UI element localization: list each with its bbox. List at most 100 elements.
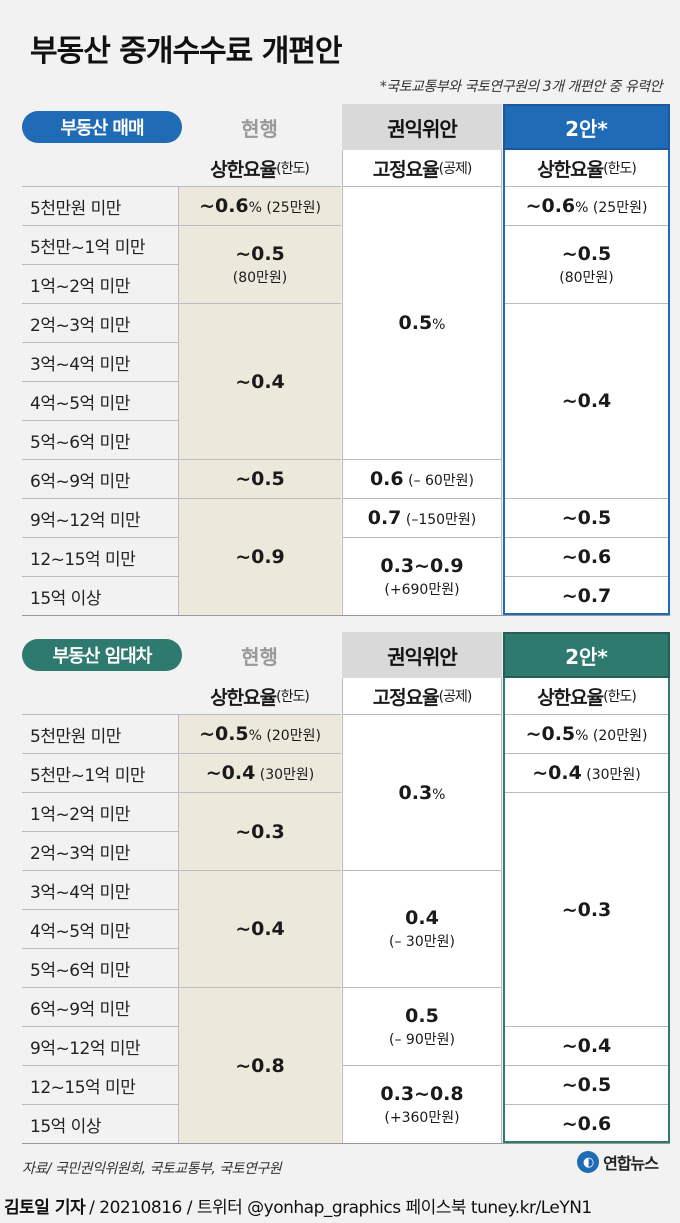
rent-plan-cell-value: ~0.4 bbox=[562, 1035, 612, 1057]
rent-acrc-cell-value: 0.5 bbox=[405, 1005, 439, 1027]
rent-sub-acrc: 고정요율 (공제) bbox=[342, 678, 502, 714]
rent-acrc-cell: 0.5 (– 90만원) bbox=[342, 987, 502, 1065]
sale-current-cell-value: ~0.5 bbox=[235, 243, 285, 265]
rent-row-label: 5천만~1억 미만 bbox=[22, 753, 178, 792]
rent-sub-plan: 상한요율 (한도) bbox=[503, 678, 670, 714]
rent-sub-current: 상한요율 (한도) bbox=[210, 686, 310, 709]
sale-plan-cell-rate: ~0.5 bbox=[561, 242, 612, 265]
sale-acrc-cell-value: 0.7 (–150만원) bbox=[368, 507, 477, 529]
rent-acrc-cell-note: (– 30만원) bbox=[389, 934, 455, 950]
footer-credit: 김토일 기자 / 20210816 / 트위터 @yonhap_graphics… bbox=[0, 1188, 680, 1223]
sale-row-label: 12~15억 미만 bbox=[22, 537, 178, 576]
rent-plan-cell-percent: % bbox=[575, 728, 589, 744]
rent-acrc-cell-rate: 0.4 bbox=[405, 907, 439, 929]
sale-section: 부동산 매매 현행 권익위안 2안* 상한요율 (한도) 고정요율 (공제) 상한요… bbox=[0, 104, 680, 616]
rent-acrc-cell-rate: 0.3~0.8 bbox=[380, 1082, 464, 1105]
rent-plan-cell-rate: ~0.3 bbox=[561, 898, 612, 921]
page-title: 부동산 중개수수료 개편안 bbox=[30, 34, 342, 69]
rent-plan-cell: ~0.3 bbox=[503, 792, 670, 1026]
sale-acrc-cell-note: (– 60만원) bbox=[403, 473, 475, 489]
rent-current-cell-value: ~0.3 bbox=[235, 821, 285, 843]
rent-plan-cell: ~0.5% (20만원) bbox=[503, 714, 670, 753]
rent-acrc-cell-value: 0.4 bbox=[405, 907, 439, 929]
sale-col-current-header: 현행 bbox=[241, 116, 278, 141]
sale-acrc-cell-value: 0.5% bbox=[399, 312, 446, 334]
rent-plan-cell: ~0.6 bbox=[503, 1104, 670, 1143]
rent-current-cell: ~0.3 bbox=[178, 792, 341, 870]
sale-row-label: 6억~9억 미만 bbox=[22, 459, 178, 498]
sale-plan-cell-value: ~0.6 bbox=[562, 546, 612, 568]
rent-current-cell: ~0.4 bbox=[178, 870, 341, 987]
rent-plan-cell-rate: ~0.4 bbox=[561, 1035, 612, 1057]
sale-col-plan-header: 2안* bbox=[503, 104, 670, 150]
rent-row-label: 2억~3억 미만 bbox=[22, 831, 178, 870]
rent-plan-cell-rate: ~0.4 bbox=[532, 762, 582, 784]
sale-plan-cell-value: ~0.5 bbox=[562, 507, 612, 529]
rent-plan-cell-value: ~0.6 bbox=[562, 1113, 612, 1135]
rent-acrc-cell-rate: 0.3 bbox=[398, 781, 433, 804]
footer-details: / 20210816 / 트위터 @yonhap_graphics 페이스북 t… bbox=[89, 1198, 592, 1218]
rent-row-label: 4억~5억 미만 bbox=[22, 909, 178, 948]
rent-table: 5천만원 미만 5천만~1억 미만 1억~2억 미만 2억~3억 미만 3억~4억 미만… bbox=[22, 678, 670, 1144]
sale-plan-cell: ~0.6% (25만원) bbox=[503, 186, 670, 225]
sale-acrc-cell: 0.7 (–150만원) bbox=[342, 498, 502, 537]
yonhap-logo: ◐ 연합뉴스 bbox=[577, 1150, 659, 1174]
rent-acrc-cell: 0.4 (– 30만원) bbox=[342, 870, 502, 987]
rent-row-label: 3억~4억 미만 bbox=[22, 870, 178, 909]
sale-current-cell-value: ~0.5 bbox=[235, 468, 285, 490]
rent-current-cell-value: ~0.4 (30만원) bbox=[206, 762, 315, 784]
sale-plan-cell-value: ~0.5 bbox=[562, 243, 612, 265]
sale-plan-cell: ~0.4 bbox=[503, 303, 670, 498]
sale-acrc-cell-value: 0.6 (– 60만원) bbox=[370, 468, 474, 490]
rent-row-label: 5천만원 미만 bbox=[22, 714, 178, 753]
rent-plan-cell-rate: ~0.5 bbox=[525, 723, 576, 745]
sale-row-label: 9억~12억 미만 bbox=[22, 498, 178, 537]
sale-row-label: 3억~4억 미만 bbox=[22, 342, 178, 381]
rent-current-cell-note: (20만원) bbox=[261, 728, 321, 744]
sale-plan-cell: ~0.7 bbox=[503, 576, 670, 615]
sale-row-label: 2억~3억 미만 bbox=[22, 303, 178, 342]
sale-plan-cell: ~0.5 (80만원) bbox=[503, 225, 670, 303]
sale-current-cell: ~0.4 bbox=[178, 303, 341, 459]
rent-plan-cell-rate: ~0.6 bbox=[561, 1113, 612, 1135]
sale-current-cell-rate: ~0.5 bbox=[235, 468, 285, 490]
rent-plan-cell-value: ~0.4 (30만원) bbox=[532, 762, 641, 784]
rent-row-label: 9억~12억 미만 bbox=[22, 1026, 178, 1065]
sale-acrc-cell-rate: 0.7 bbox=[367, 507, 402, 529]
sale-current-cell-note: (80만원) bbox=[232, 269, 288, 286]
rent-col-acrc-header: 권익위안 bbox=[342, 632, 502, 678]
rent-current-cell-value: ~0.4 bbox=[235, 918, 285, 940]
rent-acrc-cell-note: (– 90만원) bbox=[389, 1031, 455, 1048]
rent-plan-cell: ~0.5 bbox=[503, 1065, 670, 1104]
rent-row-label: 5억~6억 미만 bbox=[22, 948, 178, 987]
rent-row-label: 12~15억 미만 bbox=[22, 1065, 178, 1104]
sale-current-cell-rate: ~0.5 bbox=[235, 242, 285, 265]
rent-table-bottom-line bbox=[22, 1143, 670, 1144]
sale-plan-cell-note: (80만원) bbox=[559, 269, 614, 286]
rent-plan-cell-rate: ~0.5 bbox=[561, 1074, 612, 1096]
source-note: 자료/ 국민권익위원회, 국토교통부, 국토연구원 bbox=[22, 1161, 282, 1177]
sale-current-cell: ~0.5 bbox=[178, 459, 341, 498]
sale-plan-cell-value: ~0.7 bbox=[562, 585, 612, 607]
sale-table: 5천만원 미만 5천만~1억 미만 1억~2억 미만 2억~3억 미만 3억~4억 미만… bbox=[22, 150, 670, 616]
sale-table-bottom-line bbox=[22, 615, 670, 616]
sale-current-cell: ~0.5 (80만원) bbox=[178, 225, 341, 303]
sale-col-acrc-header: 권익위안 bbox=[342, 104, 502, 150]
sale-acrc-cell-note: (–150만원) bbox=[401, 512, 477, 528]
rent-section: 부동산 임대차 현행 권익위안 2안* 상한요율 (한도) 고정요율 (공제) 상한… bbox=[0, 632, 680, 1152]
rent-acrc-cell-note: (+360만원) bbox=[384, 1109, 460, 1126]
sale-plan-cell: ~0.5 bbox=[503, 498, 670, 537]
rent-acrc-cell-percent: % bbox=[432, 786, 446, 803]
rent-current-cell-value: ~0.8 bbox=[235, 1055, 285, 1077]
sale-current-cell-value: ~0.6% (25만원) bbox=[199, 195, 321, 217]
sale-acrc-cell-percent: % bbox=[432, 317, 446, 333]
rent-plan-cell-value: ~0.5% (20만원) bbox=[526, 723, 648, 745]
sale-plan-cell-note: (25만원) bbox=[588, 200, 648, 216]
sale-current-cell-note: (25만원) bbox=[261, 200, 321, 216]
sale-plan-cell-rate: ~0.4 bbox=[561, 390, 612, 412]
rent-row-label: 1억~2억 미만 bbox=[22, 792, 178, 831]
rent-current-cell: ~0.4 (30만원) bbox=[178, 753, 341, 792]
sale-current-cell-rate: ~0.9 bbox=[235, 546, 285, 568]
rent-plan-cell-note: (20만원) bbox=[588, 728, 648, 744]
sale-current-cell-value: ~0.9 bbox=[235, 546, 285, 568]
